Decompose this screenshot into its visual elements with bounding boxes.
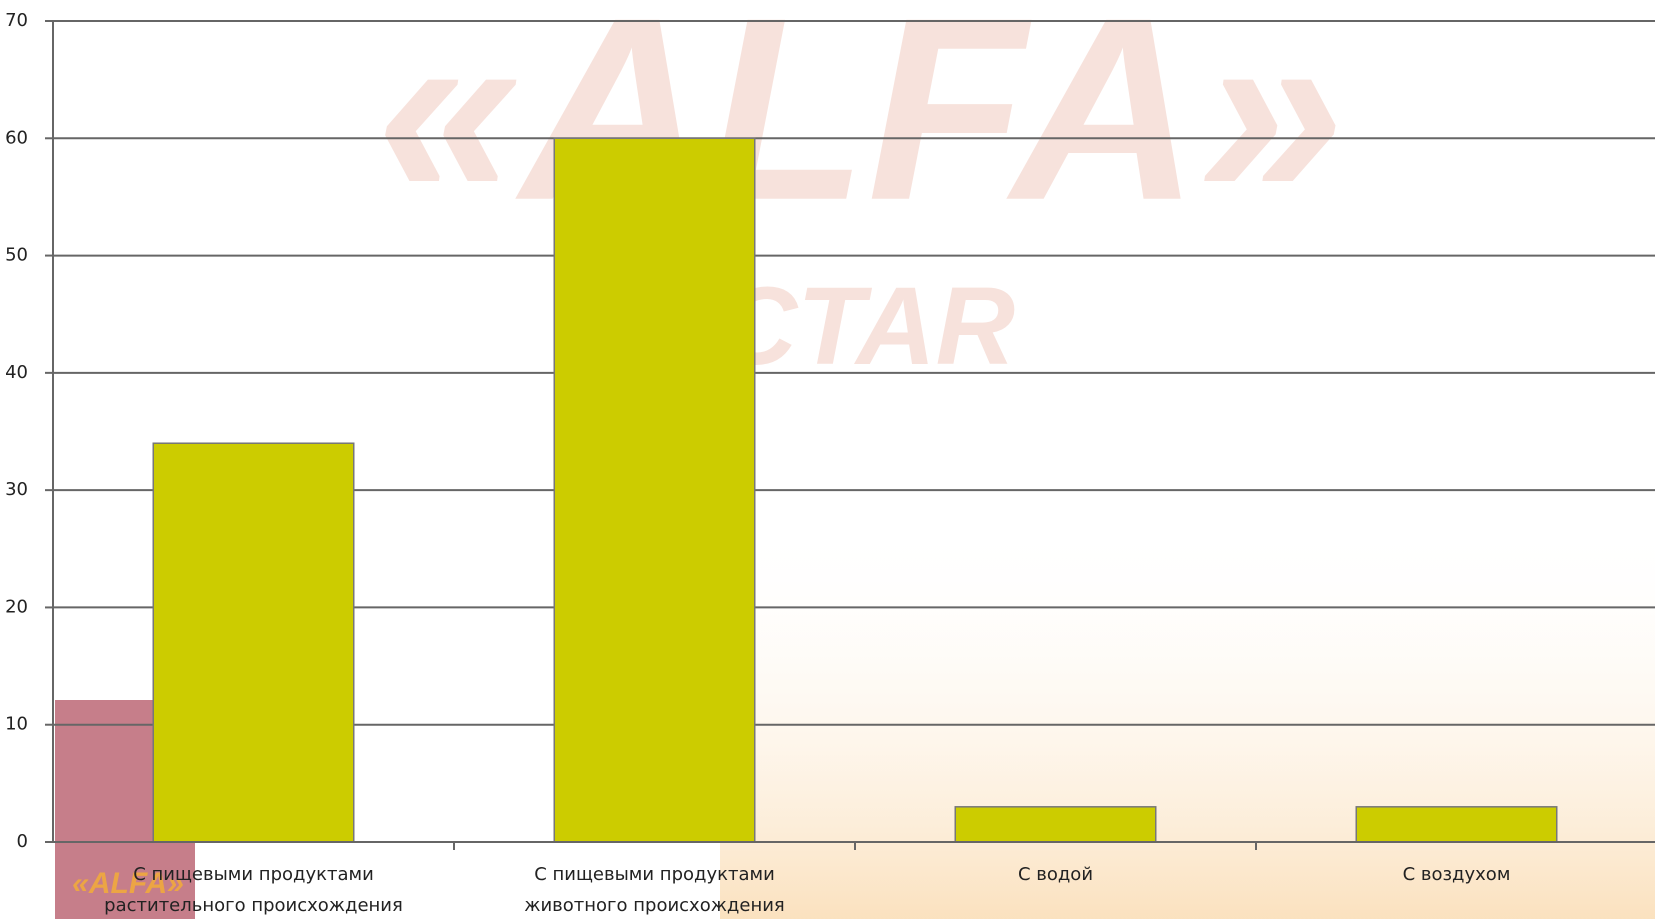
y-tick-label: 60 [5, 127, 28, 148]
y-tick-label: 50 [5, 245, 28, 266]
x-tick-label: С воздухом [1403, 864, 1511, 885]
y-tick-label: 40 [5, 362, 28, 383]
x-tick-label: С пищевыми продуктами [534, 864, 775, 885]
bar [553, 137, 756, 843]
background-glow [720, 520, 1655, 919]
y-tick-label: 0 [17, 831, 28, 852]
y-tick-label: 70 [5, 10, 28, 31]
y-tick-label: 20 [5, 596, 28, 617]
bar [954, 806, 1157, 843]
y-tick-label: 30 [5, 479, 28, 500]
bar [1355, 806, 1558, 843]
x-tick-label: животного происхождения [524, 895, 785, 916]
watermark: «ALFA» [72, 867, 184, 900]
y-tick-label: 10 [5, 714, 28, 735]
x-tick-label: С пищевыми продуктами [133, 864, 374, 885]
watermark: «ALFA» [376, 0, 1344, 255]
x-tick-label: С водой [1018, 864, 1093, 885]
x-tick-label: растительного происхождения [104, 895, 403, 916]
bar [152, 442, 355, 843]
